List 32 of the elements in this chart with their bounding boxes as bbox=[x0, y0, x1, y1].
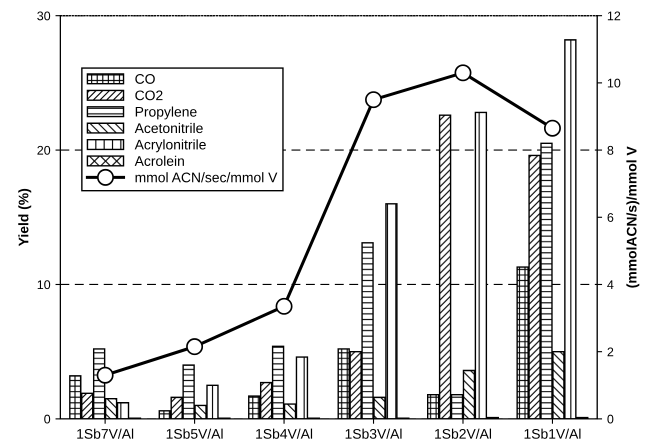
y-tick-label: 0 bbox=[44, 414, 50, 424]
y2-tick-label: 10 bbox=[608, 78, 620, 88]
point bbox=[96, 366, 114, 384]
point bbox=[454, 64, 472, 82]
y-tick-label: 10 bbox=[38, 280, 50, 290]
legend-label: Acetonitrile bbox=[134, 122, 203, 134]
x-tick-label: 1Sb2V/Al bbox=[435, 428, 492, 439]
legend-label: Acrolein bbox=[134, 156, 184, 166]
legend-label: Acrylonitrile bbox=[134, 139, 206, 152]
y2-tick-label: 8 bbox=[607, 146, 614, 155]
x-tick-label: 1Sb4V/Al bbox=[256, 428, 312, 439]
y2-tick-label: 12 bbox=[608, 11, 620, 20]
point bbox=[544, 120, 561, 137]
legend-label: CO bbox=[135, 74, 155, 84]
y2-axis-title: (mmolACN/s)/mmol V bbox=[626, 146, 640, 288]
legend-label: Propylene bbox=[136, 106, 197, 120]
x-tick-label: 1Sb1V/Al bbox=[524, 428, 580, 439]
y-axis-title: Yield (%) bbox=[18, 188, 32, 246]
x-tick-label: 1Sb5V/Al bbox=[166, 428, 223, 439]
y2-tick-label: 0 bbox=[607, 414, 614, 424]
y2-tick-label: 2 bbox=[608, 347, 614, 356]
legend-label: CO2 bbox=[135, 90, 162, 100]
point bbox=[276, 298, 293, 315]
y2-tick-label: 4 bbox=[607, 280, 614, 290]
point bbox=[365, 91, 382, 108]
y-tick-label: 20 bbox=[37, 146, 50, 155]
legend-label: mmol ACN/sec/mmol V bbox=[136, 172, 278, 182]
point bbox=[186, 338, 204, 356]
x-tick-label: 1Sb3V/Al bbox=[346, 428, 402, 439]
y2-tick-label: 6 bbox=[608, 213, 614, 222]
y-tick-label: 30 bbox=[37, 11, 50, 20]
x-tick-label: 1Sb7V/Al bbox=[77, 428, 134, 439]
